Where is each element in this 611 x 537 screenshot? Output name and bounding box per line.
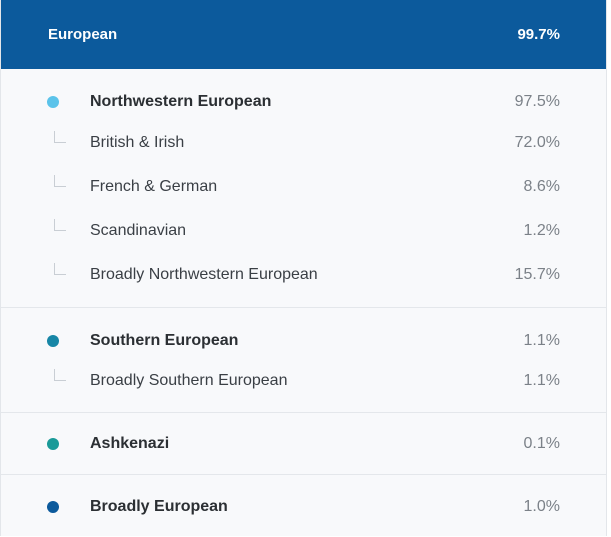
population-row-ashkenazi[interactable]: Ashkenazi 0.1% [1,424,606,463]
subpopulation-row-broadly-southern-european[interactable]: Broadly Southern European 1.1% [1,360,606,402]
population-percent: 1.0% [523,498,560,515]
population-row-southern-european[interactable]: Southern European 1.1% [1,322,606,360]
population-label: Northwestern European [90,93,272,110]
tree-branch-icon [54,263,66,275]
population-percent: 97.5% [514,93,560,110]
population-label: Ashkenazi [90,434,170,452]
subpopulation-percent: 72.0% [514,134,560,151]
ancestry-header-percent: 99.7% [517,26,560,43]
tree-branch-icon [54,369,66,381]
subpopulation-percent: 15.7% [514,266,560,283]
tree-branch-icon [54,175,66,187]
subpopulation-label: Broadly Southern European [90,372,288,389]
color-dot-icon [47,437,59,450]
population-label: Southern European [90,332,239,349]
ancestry-header-label: European [48,26,118,43]
population-percent: 1.1% [523,332,560,349]
subpopulation-percent: 8.6% [523,178,560,195]
subpopulation-row-broadly-northwestern-european[interactable]: Broadly Northwestern European 15.7% [1,253,606,297]
subpopulation-row-scandinavian[interactable]: Scandinavian 1.2% [1,209,606,253]
color-dot-icon [47,501,59,513]
ancestry-group-ashkenazi: Ashkenazi 0.1% [1,413,606,475]
tree-branch-icon [54,219,66,231]
subpopulation-label: French & German [90,178,218,195]
subpopulation-label: Broadly Northwestern European [90,266,318,283]
ancestry-group-northwestern-european: Northwestern European 97.5% British & Ir… [1,69,606,308]
subpopulation-percent: 1.1% [523,372,560,389]
population-label: Broadly European [90,498,228,515]
subpopulation-label: Scandinavian [90,222,187,239]
population-row-broadly-european[interactable]: Broadly European 1.0% [1,487,606,527]
subpopulation-row-french-german[interactable]: French & German 8.6% [1,165,606,209]
population-row-northwestern-european[interactable]: Northwestern European 97.5% [1,83,606,121]
subpopulation-label: British & Irish [90,134,185,151]
subpopulation-percent: 1.2% [523,222,560,239]
ancestry-group-broadly-european: Broadly European 1.0% [1,475,606,537]
ancestry-header-european[interactable]: European 99.7% [1,0,606,69]
color-dot-icon [47,96,59,108]
tree-branch-icon [54,131,66,143]
population-percent: 0.1% [523,434,560,452]
color-dot-icon [47,335,59,347]
ancestry-group-southern-european: Southern European 1.1% Broadly Southern … [1,308,606,413]
subpopulation-row-british-irish[interactable]: British & Irish 72.0% [1,121,606,165]
